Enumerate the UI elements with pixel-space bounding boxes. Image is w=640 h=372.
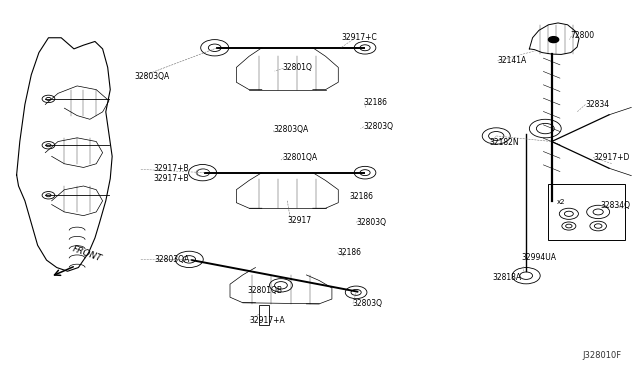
- Text: 32801QA: 32801QA: [283, 153, 318, 162]
- Text: 32917+B: 32917+B: [154, 164, 189, 173]
- Text: 32917+B: 32917+B: [154, 174, 189, 183]
- Text: 32801Q: 32801Q: [283, 63, 313, 72]
- Text: 32917+C: 32917+C: [342, 33, 377, 42]
- Text: 32186: 32186: [337, 248, 361, 257]
- Text: 32141A: 32141A: [497, 56, 527, 65]
- Bar: [548, 184, 625, 240]
- Text: 32834Q: 32834Q: [601, 201, 630, 210]
- Text: FRONT: FRONT: [71, 244, 103, 263]
- Text: 32186: 32186: [364, 98, 388, 107]
- Text: 32803QA: 32803QA: [155, 255, 190, 264]
- Bar: [259, 305, 269, 325]
- Text: 32917+A: 32917+A: [249, 316, 285, 325]
- Text: 32186: 32186: [349, 192, 374, 201]
- Text: 32917+D: 32917+D: [593, 153, 629, 162]
- Text: 32994UA: 32994UA: [522, 253, 557, 262]
- Text: 32803Q: 32803Q: [352, 299, 382, 308]
- Text: 32801QB: 32801QB: [248, 286, 283, 295]
- Text: 32803Q: 32803Q: [364, 122, 394, 131]
- Text: 32834: 32834: [586, 100, 609, 109]
- Text: x2: x2: [557, 199, 565, 205]
- Circle shape: [197, 169, 210, 176]
- Text: 32182N: 32182N: [490, 138, 520, 147]
- Text: 32803Q: 32803Q: [356, 218, 386, 227]
- Text: 32803QA: 32803QA: [134, 72, 170, 81]
- Text: 32917: 32917: [287, 216, 312, 225]
- Circle shape: [548, 37, 559, 42]
- Text: 72800: 72800: [571, 31, 595, 41]
- Text: J328010F: J328010F: [582, 351, 621, 360]
- Text: 32818A: 32818A: [492, 273, 522, 282]
- Text: 32803QA: 32803QA: [273, 125, 308, 134]
